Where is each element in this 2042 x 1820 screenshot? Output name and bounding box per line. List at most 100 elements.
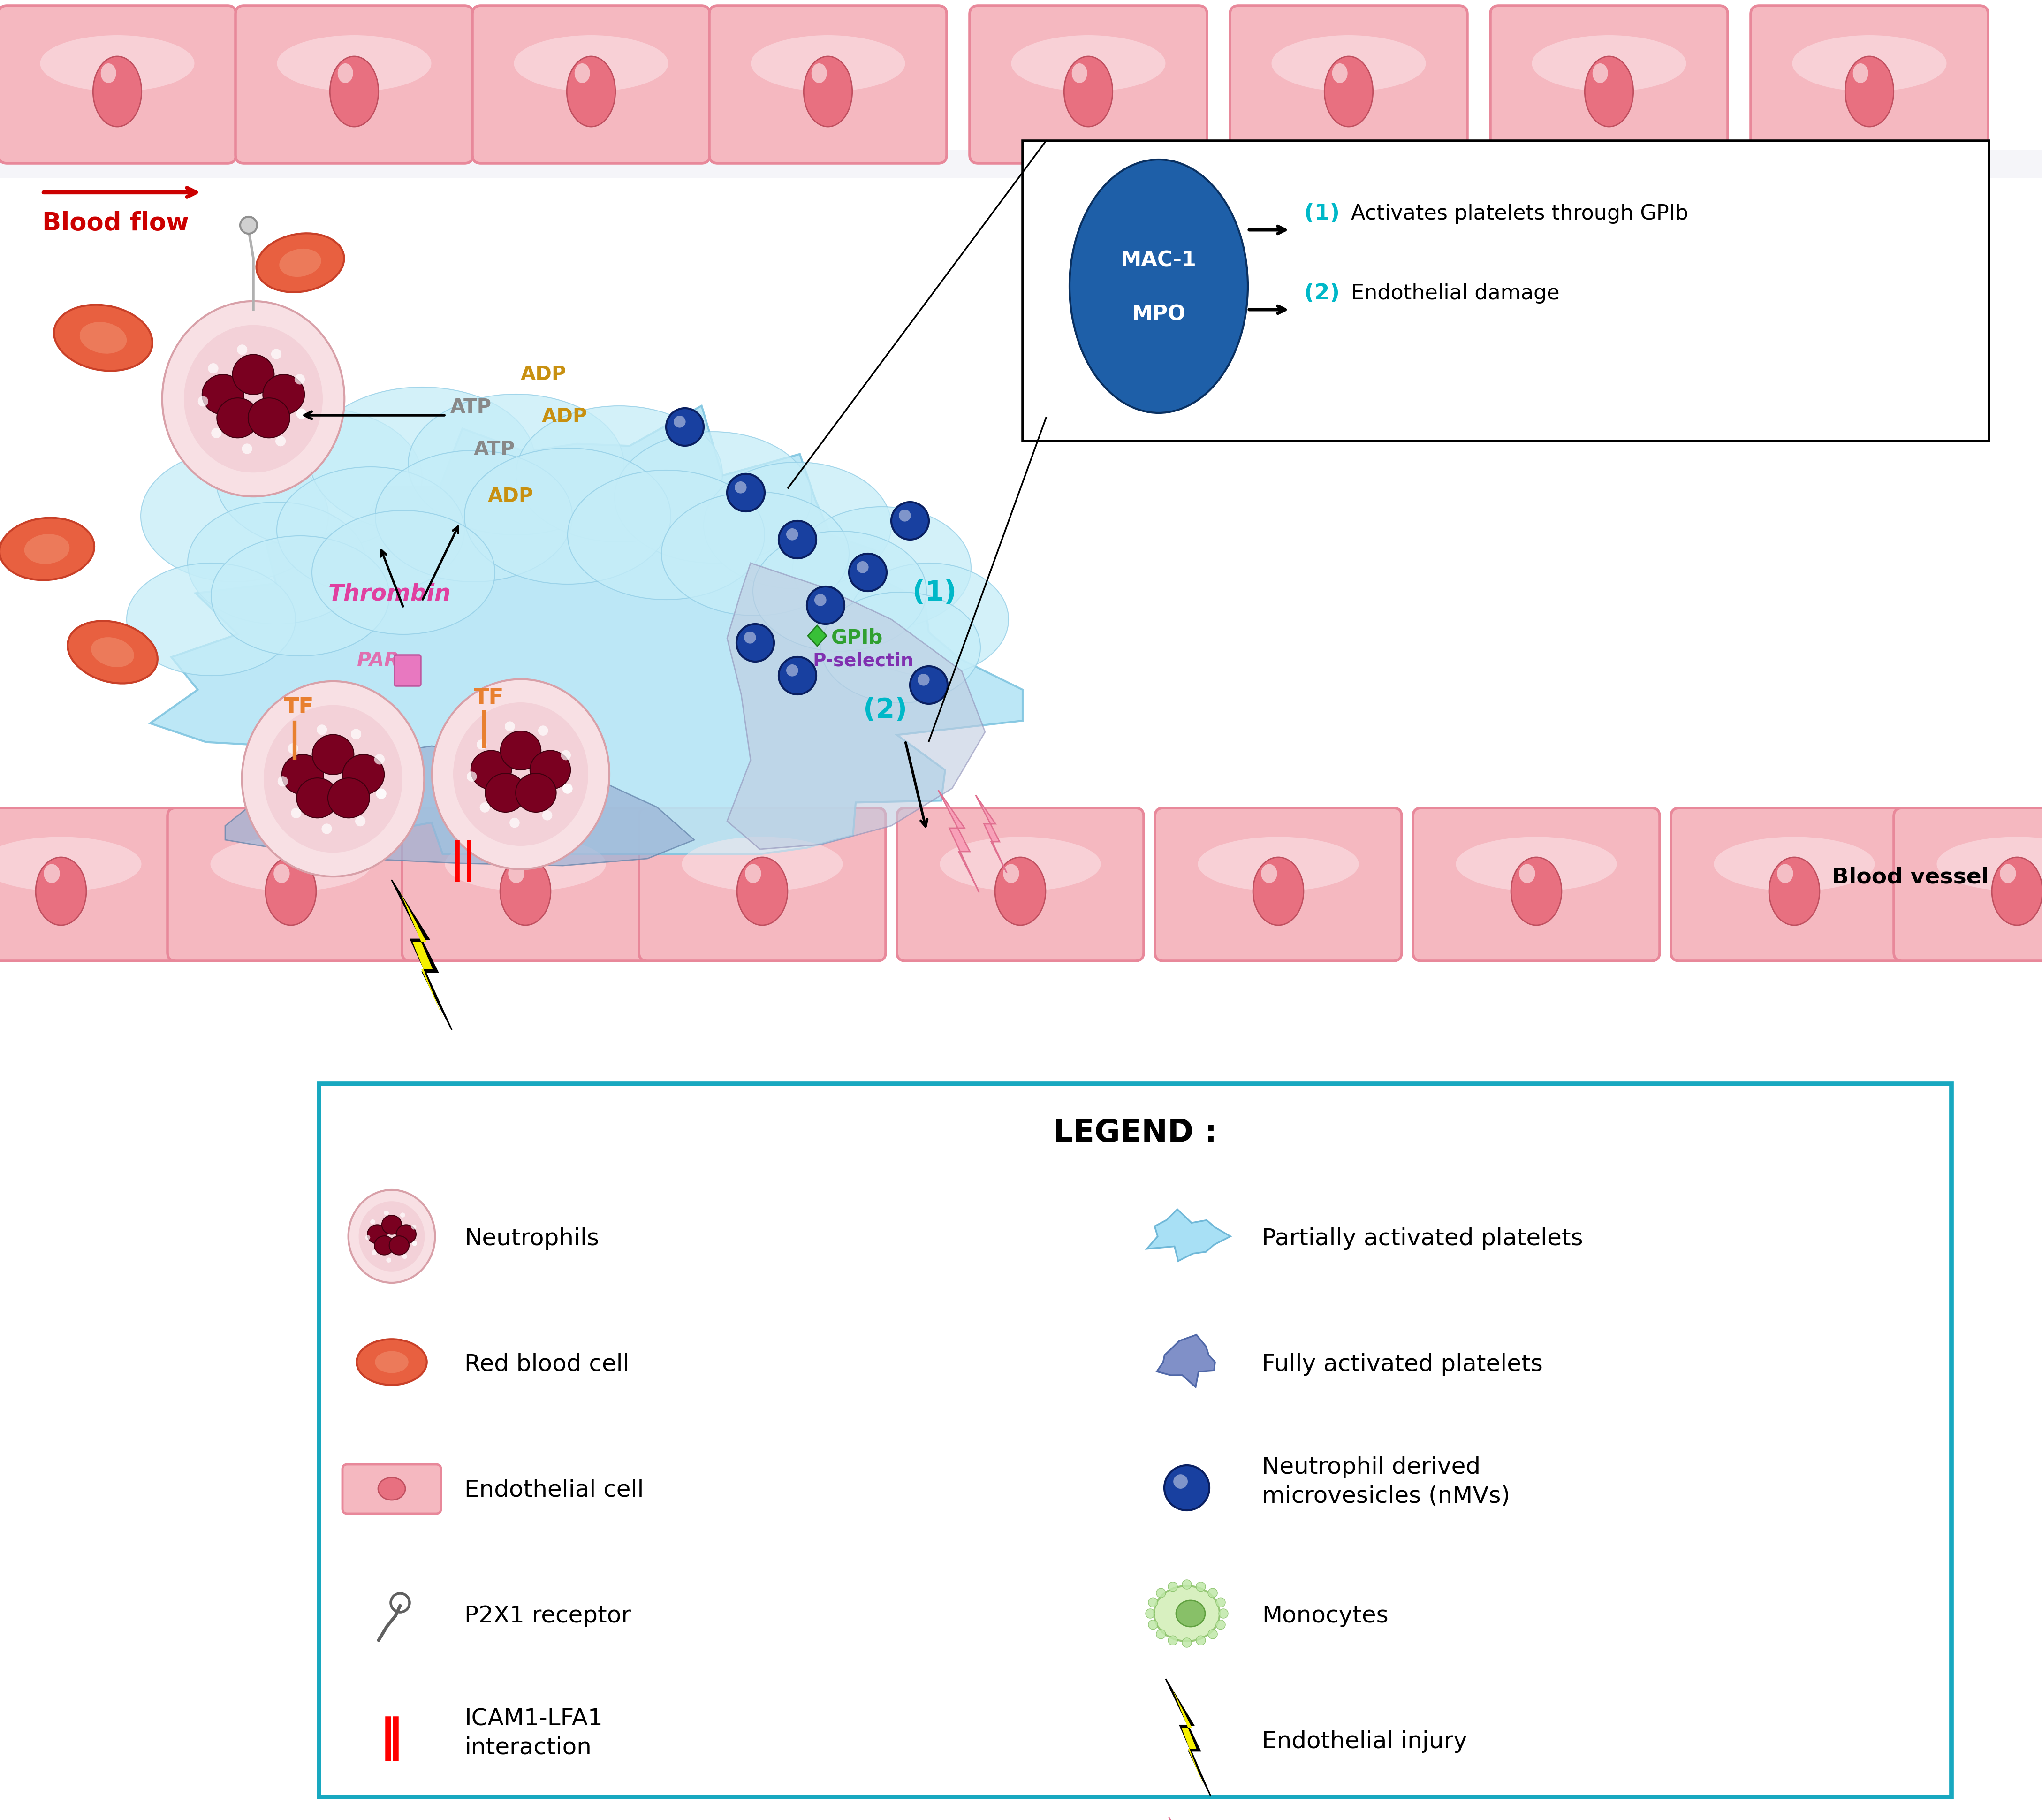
Circle shape — [543, 810, 551, 821]
Ellipse shape — [216, 399, 259, 439]
Ellipse shape — [1777, 864, 1793, 883]
Ellipse shape — [1070, 160, 1248, 413]
Ellipse shape — [994, 857, 1046, 925]
Ellipse shape — [382, 1216, 402, 1234]
Circle shape — [1219, 1609, 1227, 1618]
Ellipse shape — [141, 450, 329, 582]
Circle shape — [290, 808, 302, 819]
Text: Monocytes: Monocytes — [1262, 1605, 1389, 1627]
Ellipse shape — [265, 857, 317, 925]
Circle shape — [504, 721, 515, 732]
FancyBboxPatch shape — [319, 1085, 1952, 1796]
Text: Neutrophil derived
microvesicles (nMVs): Neutrophil derived microvesicles (nMVs) — [1262, 1456, 1511, 1507]
Ellipse shape — [257, 233, 343, 293]
Circle shape — [372, 1250, 376, 1256]
Ellipse shape — [682, 837, 843, 892]
Circle shape — [241, 444, 253, 453]
Ellipse shape — [472, 750, 510, 790]
Ellipse shape — [53, 304, 153, 371]
Circle shape — [778, 657, 817, 695]
Ellipse shape — [1064, 56, 1113, 127]
Ellipse shape — [368, 1225, 388, 1243]
Circle shape — [1197, 1582, 1205, 1591]
Text: PAR: PAR — [357, 652, 398, 670]
Ellipse shape — [1331, 64, 1348, 84]
Text: TF: TF — [284, 697, 314, 717]
Circle shape — [321, 824, 333, 834]
Text: ADP: ADP — [521, 364, 566, 384]
Ellipse shape — [312, 510, 494, 635]
Circle shape — [272, 349, 282, 359]
Ellipse shape — [41, 35, 194, 91]
Text: P-selectin: P-selectin — [813, 652, 913, 670]
Circle shape — [410, 1225, 417, 1230]
Ellipse shape — [280, 249, 321, 277]
Ellipse shape — [1262, 864, 1276, 883]
Polygon shape — [1148, 1208, 1231, 1261]
Ellipse shape — [1072, 64, 1086, 84]
Circle shape — [402, 1254, 406, 1259]
Ellipse shape — [376, 450, 572, 582]
Ellipse shape — [1532, 35, 1687, 91]
Text: GPIb: GPIb — [831, 628, 882, 648]
Text: MAC-1: MAC-1 — [1121, 251, 1197, 271]
Text: LEGEND :: LEGEND : — [1054, 1117, 1217, 1148]
Circle shape — [856, 561, 868, 573]
Circle shape — [562, 750, 572, 761]
Polygon shape — [1168, 1816, 1209, 1820]
Ellipse shape — [249, 399, 290, 439]
Ellipse shape — [574, 64, 590, 84]
Circle shape — [412, 1241, 417, 1247]
FancyBboxPatch shape — [472, 5, 711, 164]
Circle shape — [237, 344, 247, 355]
Ellipse shape — [515, 35, 668, 91]
Ellipse shape — [374, 1236, 394, 1256]
Polygon shape — [225, 746, 694, 866]
Text: (2): (2) — [1305, 282, 1340, 304]
Ellipse shape — [1991, 857, 2042, 925]
Circle shape — [1215, 1598, 1225, 1607]
Ellipse shape — [662, 491, 849, 615]
Ellipse shape — [100, 64, 116, 84]
Circle shape — [815, 593, 827, 606]
Ellipse shape — [359, 1201, 425, 1272]
Ellipse shape — [376, 1350, 408, 1372]
Circle shape — [786, 528, 798, 541]
Polygon shape — [400, 892, 443, 1017]
Ellipse shape — [1846, 56, 1893, 127]
Circle shape — [294, 375, 304, 384]
Polygon shape — [809, 626, 827, 646]
Ellipse shape — [1456, 837, 1617, 892]
Ellipse shape — [1511, 857, 1562, 925]
Bar — [0, 149, 2042, 178]
Circle shape — [1215, 1620, 1225, 1629]
Ellipse shape — [184, 326, 323, 473]
Ellipse shape — [1325, 56, 1372, 127]
Circle shape — [890, 502, 929, 539]
Circle shape — [1156, 1629, 1166, 1638]
FancyBboxPatch shape — [235, 5, 474, 164]
Circle shape — [241, 217, 257, 233]
Ellipse shape — [67, 621, 157, 684]
Circle shape — [786, 664, 798, 677]
Circle shape — [296, 408, 306, 419]
FancyBboxPatch shape — [0, 5, 237, 164]
Text: ATP: ATP — [451, 397, 492, 417]
Ellipse shape — [188, 502, 366, 624]
FancyBboxPatch shape — [1893, 808, 2042, 961]
Circle shape — [412, 1241, 417, 1247]
Ellipse shape — [1793, 35, 1946, 91]
Ellipse shape — [337, 64, 353, 84]
FancyBboxPatch shape — [1156, 808, 1401, 961]
Ellipse shape — [296, 777, 339, 817]
Circle shape — [366, 1236, 370, 1239]
Ellipse shape — [127, 562, 296, 675]
Circle shape — [468, 772, 478, 781]
Ellipse shape — [615, 431, 811, 562]
Ellipse shape — [811, 64, 827, 84]
Circle shape — [480, 803, 490, 812]
Circle shape — [674, 415, 686, 428]
Circle shape — [911, 666, 947, 704]
Circle shape — [1146, 1609, 1156, 1618]
Ellipse shape — [433, 679, 609, 870]
